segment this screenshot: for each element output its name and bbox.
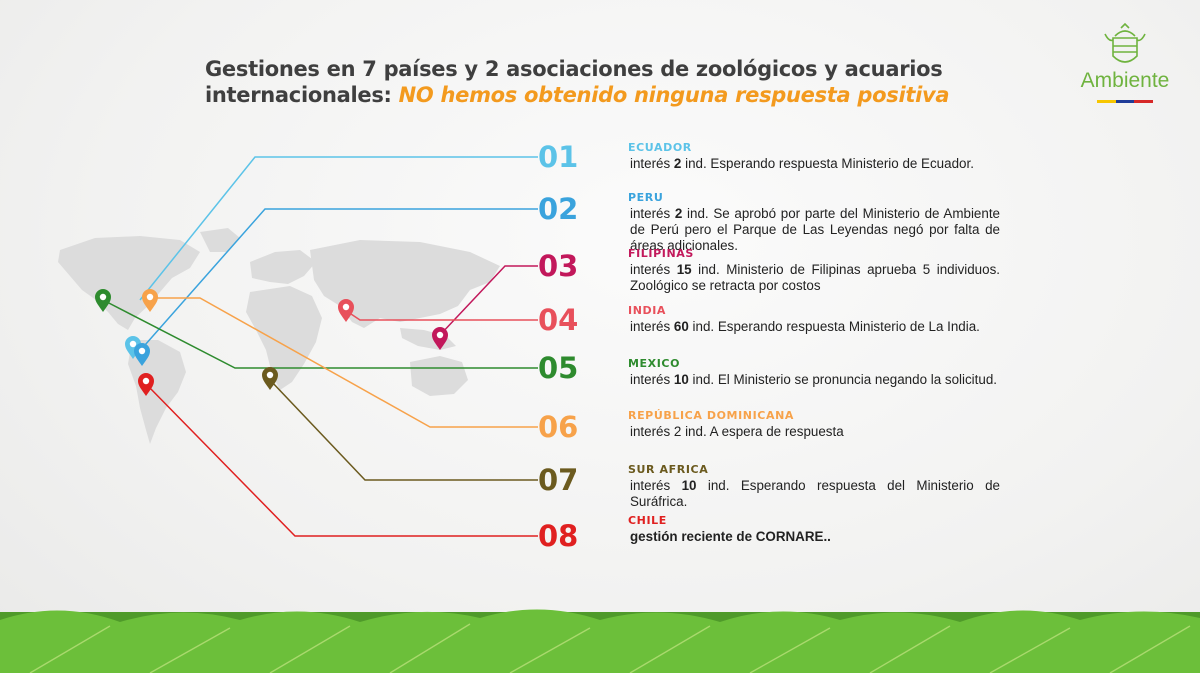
connector-line-01 <box>139 156 538 301</box>
map-pin-icon <box>95 289 111 312</box>
item-number: 08 <box>538 519 579 553</box>
country-label: CHILE <box>628 514 667 527</box>
connector-line-06 <box>150 297 538 428</box>
leaves-banner <box>0 609 1200 673</box>
country-label: REPÚBLICA DOMINICANA <box>628 409 795 422</box>
slide-title: Gestiones en 7 países y 2 asociaciones d… <box>205 56 985 108</box>
map-north-america <box>58 236 200 330</box>
country-description: interés 10 ind. El Ministerio se pronunc… <box>630 372 1000 388</box>
map-pin-icon <box>142 289 158 312</box>
desc-text: interés <box>630 262 677 277</box>
map-south-america <box>128 340 186 444</box>
desc-text-rest: ind. Ministerio de Filipinas aprueba 5 i… <box>630 262 1000 293</box>
desc-text: interés 2 ind. A espera de respuesta <box>630 424 844 439</box>
desc-count: 10 <box>681 478 697 493</box>
country-label: SUR AFRICA <box>628 463 709 476</box>
title-line-1: Gestiones en 7 países y 2 asociaciones d… <box>205 57 943 81</box>
country-description: interés 15 ind. Ministerio de Filipinas … <box>630 262 1000 294</box>
map-australia <box>410 356 468 396</box>
desc-count: 10 <box>673 372 689 387</box>
country-description: interés 2 ind. Esperando respuesta Minis… <box>630 156 1000 172</box>
map-africa <box>246 286 322 390</box>
map-europe <box>250 250 316 284</box>
world-map <box>58 228 500 444</box>
item-number: 07 <box>538 463 579 497</box>
country-description: gestión reciente de CORNARE.. <box>630 529 1000 545</box>
map-pin-icon <box>262 367 278 390</box>
desc-text-rest: ind. Esperando respuesta Ministerio de L… <box>688 319 980 334</box>
desc-count: 2 <box>674 206 683 221</box>
logo-word: Ambiente <box>1080 69 1170 92</box>
connector-line-04 <box>347 311 538 321</box>
country-description: interés 2 ind. Se aprobó por parte del M… <box>630 206 1000 254</box>
country-label: ECUADOR <box>628 141 692 154</box>
flag-blue <box>1115 100 1135 103</box>
desc-text: interés <box>630 156 674 171</box>
title-line-2: internacionales: NO hemos obtenido ningu… <box>205 82 985 108</box>
item-number: 01 <box>538 140 579 174</box>
connector-line-02 <box>144 208 538 346</box>
connector-line-05 <box>102 299 538 369</box>
desc-text-rest: ind. El Ministerio se pronuncia negando … <box>688 372 997 387</box>
connector-line-03 <box>439 265 538 336</box>
flag-red <box>1134 100 1154 103</box>
coat-of-arms-icon <box>1104 22 1146 63</box>
item-number: 04 <box>538 303 579 337</box>
item-number: 03 <box>538 249 579 283</box>
desc-text: interés <box>630 372 674 387</box>
desc-text: interés <box>630 478 682 493</box>
desc-count: gestión reciente de CORNARE.. <box>630 529 831 544</box>
map-pin-icon <box>138 373 154 396</box>
map-pin-icon <box>338 299 354 322</box>
country-label: PERU <box>628 191 664 204</box>
map-southeast-asia <box>400 328 456 350</box>
item-number: 05 <box>538 351 579 385</box>
ambiente-logo: Ambiente <box>1075 22 1185 112</box>
desc-count: 15 <box>676 262 692 277</box>
desc-count: 2 <box>673 156 682 171</box>
flag-stripe <box>1097 100 1154 103</box>
map-pin-icon <box>134 343 150 366</box>
desc-text-rest: ind. Se aprobó por parte del Ministerio … <box>630 206 1000 253</box>
connector-line-07 <box>269 379 538 481</box>
map-asia <box>310 240 500 328</box>
desc-text-rest: ind. Esperando respuesta Ministerio de E… <box>681 156 974 171</box>
map-greenland <box>200 228 240 252</box>
country-label: INDIA <box>628 304 667 317</box>
title-highlight: NO hemos obtenido ninguna respuesta posi… <box>398 83 950 107</box>
item-number: 02 <box>538 192 579 226</box>
country-label: FILIPINAS <box>628 247 694 260</box>
flag-yellow <box>1097 100 1116 103</box>
item-number: 06 <box>538 410 579 444</box>
desc-text-rest: ind. Esperando respuesta del Ministerio … <box>630 478 1000 509</box>
country-description: interés 10 ind. Esperando respuesta del … <box>630 478 1000 510</box>
country-description: interés 60 ind. Esperando respuesta Mini… <box>630 319 1000 335</box>
desc-text: interés <box>630 206 675 221</box>
desc-text: interés <box>630 319 674 334</box>
country-label: MEXICO <box>628 357 681 370</box>
desc-count: 60 <box>673 319 689 334</box>
country-description: interés 2 ind. A espera de respuesta <box>630 424 1000 440</box>
map-pin-icon <box>432 327 448 350</box>
title-line-2-start: internacionales: <box>205 83 399 107</box>
connector-line-08 <box>146 384 538 537</box>
